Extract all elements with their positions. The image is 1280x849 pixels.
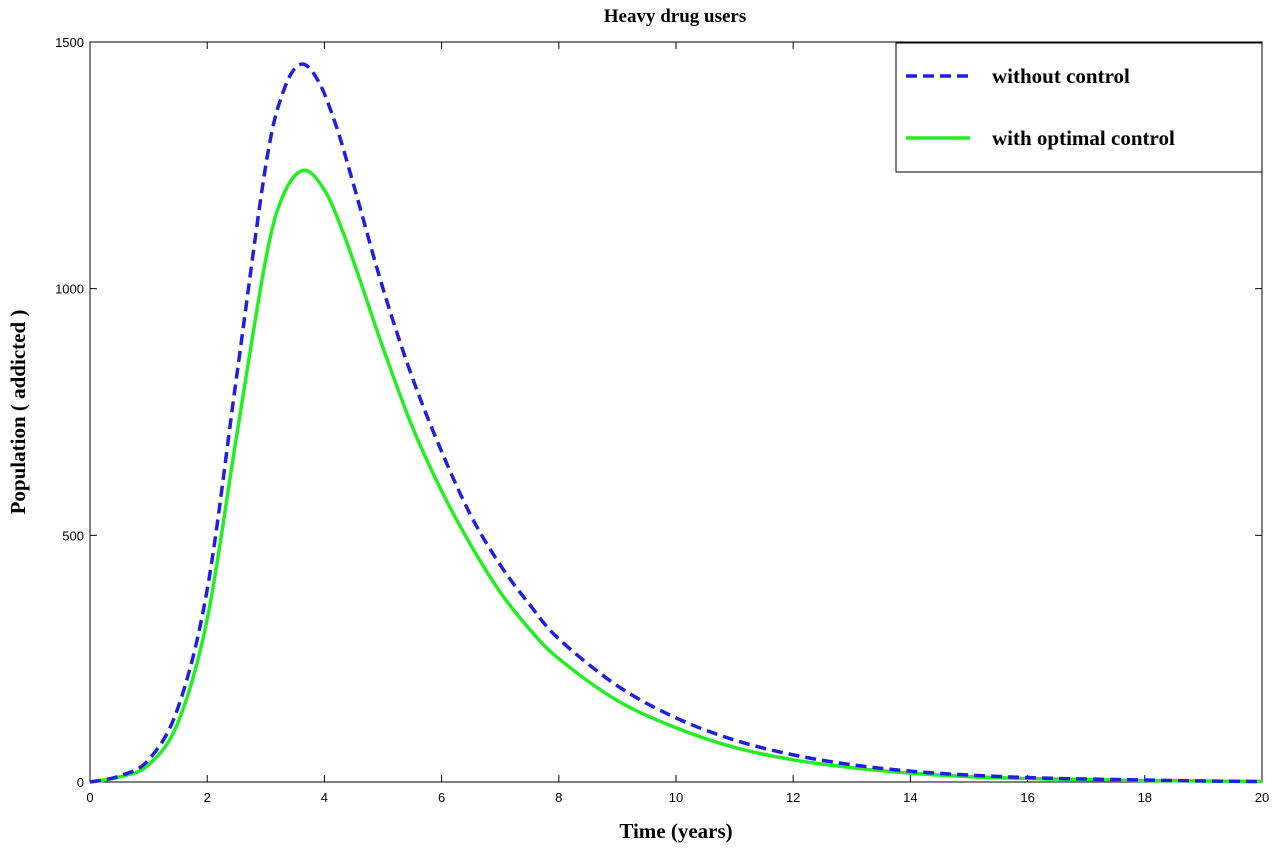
axis-ticks: 0 2 4 6 8 10 12 14 16 18 20 0 500 1000 1500	[55, 35, 1269, 805]
legend: without control with optimal control	[895, 42, 1263, 173]
x-tick-label: 12	[786, 790, 800, 805]
x-tick-label: 14	[903, 790, 917, 805]
legend-label-with-optimal-control: with optimal control	[992, 126, 1175, 150]
x-axis-label: Time (years)	[619, 819, 732, 843]
x-tick-label: 20	[1255, 790, 1269, 805]
y-tick-label: 0	[77, 775, 84, 790]
x-tick-label: 2	[204, 790, 211, 805]
x-tick-label: 0	[86, 790, 93, 805]
legend-box	[895, 42, 1263, 173]
x-tick-label: 6	[438, 790, 445, 805]
x-tick-label: 8	[555, 790, 562, 805]
x-tick-label: 10	[669, 790, 683, 805]
legend-label-without-control: without control	[992, 64, 1130, 88]
chart-title: Heavy drug users	[604, 6, 747, 27]
x-tick-label: 4	[321, 790, 328, 805]
series-line-without-control	[89, 62, 1263, 784]
y-tick-label: 500	[62, 528, 84, 543]
x-tick-label: 18	[1138, 790, 1152, 805]
y-tick-label: 1500	[55, 35, 84, 50]
series-lines	[89, 62, 1263, 784]
y-tick-label: 1000	[55, 282, 84, 297]
series-line-with-optimal-control	[89, 168, 1263, 784]
x-tick-label: 16	[1020, 790, 1034, 805]
y-axis-label: Population ( addicted )	[6, 310, 30, 515]
